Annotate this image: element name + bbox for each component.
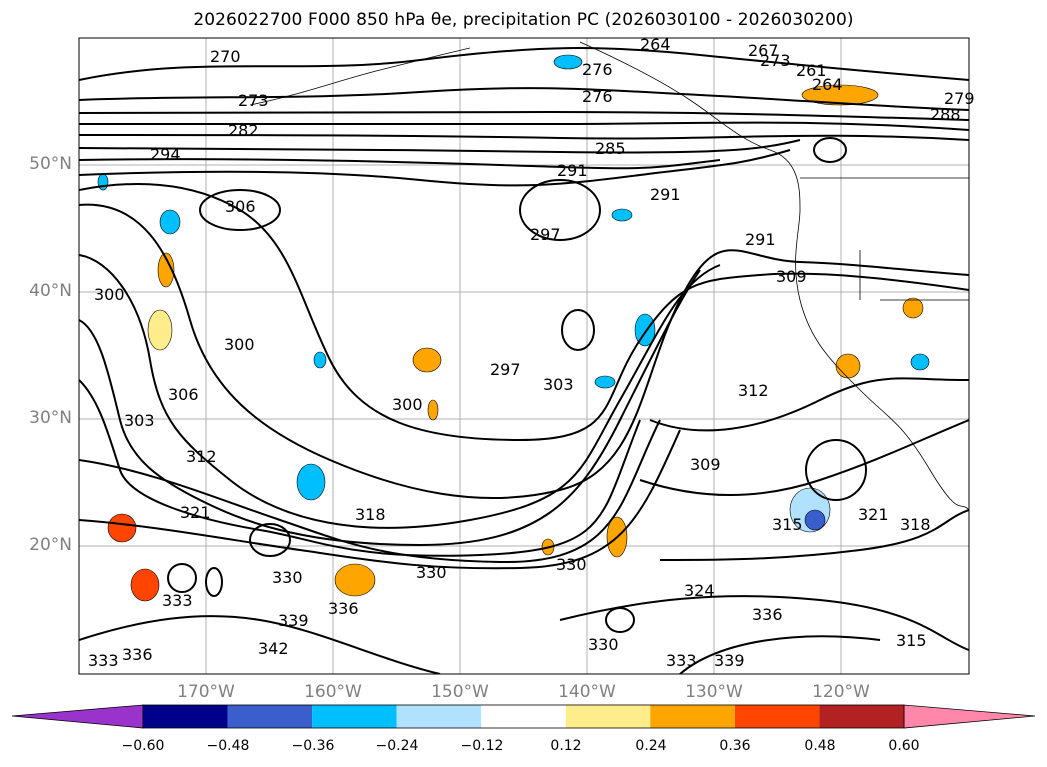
lon-label-160w: 160°W	[304, 682, 362, 702]
contour-label: 273	[760, 51, 791, 70]
contour-label: 342	[258, 639, 289, 658]
plot-frame	[78, 37, 970, 675]
contour-label: 321	[858, 505, 889, 524]
colorbar-tick-label: −0.12	[460, 738, 504, 754]
colorbar-tick-label: −0.24	[375, 738, 419, 754]
contour-label: 297	[530, 225, 561, 244]
contour-label: 324	[684, 581, 715, 600]
contour-label: 264	[640, 35, 671, 54]
colorbar-low-extension	[11, 704, 144, 729]
gridlines	[79, 38, 969, 674]
colorbar-tick-label: 0.12	[550, 738, 582, 754]
contour-label: 315	[896, 631, 927, 650]
contour-label: 300	[224, 335, 255, 354]
colorbar-segment	[819, 705, 904, 728]
map-title: 2026022700 F000 850 hPa θe, precipitatio…	[193, 10, 854, 30]
colorbar-frame	[142, 704, 905, 729]
map-plot-area	[79, 38, 969, 674]
colorbar-tick-label: 0.60	[888, 738, 920, 754]
colorbar-tick-label: −0.60	[121, 738, 165, 754]
colorbar-tick-label: 0.48	[804, 738, 836, 754]
contour-label: 336	[328, 599, 359, 618]
contour-label: 291	[650, 185, 681, 204]
contour-label: 300	[94, 285, 125, 304]
colorbar-segment	[734, 705, 820, 728]
contour-label: 261	[796, 61, 827, 80]
contour-label: 333	[162, 591, 193, 610]
coastlines	[249, 41, 969, 511]
contour-label: 339	[278, 611, 309, 630]
colorbar-segment	[312, 705, 397, 728]
contour-label: 276	[582, 87, 613, 106]
colorbar-tick-label: 0.24	[635, 738, 667, 754]
contour-label: 306	[225, 197, 256, 216]
contour-label: 309	[776, 267, 807, 286]
lat-label-30n: 30°N	[29, 408, 72, 428]
lat-label-50n: 50°N	[29, 154, 72, 174]
colorbar-tick-label: −0.48	[206, 738, 250, 754]
contour-label: 333	[666, 651, 697, 670]
lat-label-40n: 40°N	[29, 281, 72, 301]
contour-label: 303	[543, 375, 574, 394]
contour-label: 267	[748, 41, 779, 60]
contour-label: 300	[392, 395, 423, 414]
lon-label-120w: 120°W	[812, 682, 870, 702]
contour-label: 279	[944, 89, 975, 108]
colorbar-segment	[227, 705, 313, 728]
lat-label-20n: 20°N	[29, 535, 72, 555]
colorbar-segment	[650, 705, 735, 728]
contour-label: 312	[186, 447, 217, 466]
contour-label: 336	[752, 605, 783, 624]
colorbar-segment	[396, 705, 482, 728]
contour-label: 282	[228, 121, 259, 140]
contour-label: 309	[690, 455, 721, 474]
contour-label: 312	[738, 381, 769, 400]
colorbar-segment	[481, 705, 566, 728]
contour-label: 285	[595, 139, 626, 158]
contour-label: 303	[124, 411, 155, 430]
contour-label: 339	[714, 651, 745, 670]
contour-label: 276	[582, 60, 613, 79]
contour-label: 273	[238, 91, 269, 110]
contour-label: 288	[930, 105, 961, 124]
contour-label: 318	[900, 515, 931, 534]
lon-label-140w: 140°W	[558, 682, 616, 702]
contour-label: 336	[122, 645, 153, 664]
contour-label: 330	[272, 568, 303, 587]
contour-label: 315	[772, 515, 803, 534]
colorbar-high-extension	[903, 704, 1036, 729]
contour-label: 291	[557, 161, 588, 180]
contour-label: 306	[168, 385, 199, 404]
contour-label: 321	[180, 503, 211, 522]
lon-label-150w: 150°W	[431, 682, 489, 702]
contour-label-group: 270 273 276 276 282 285 288 291 291 291 …	[88, 35, 975, 670]
contour-label: 294	[150, 145, 181, 164]
contour-label: 270	[210, 47, 241, 66]
colorbar-segment	[565, 705, 651, 728]
lon-label-130w: 130°W	[685, 682, 743, 702]
contour-label: 264	[812, 75, 843, 94]
contour-label: 318	[355, 505, 386, 524]
theta-e-contours	[79, 47, 969, 674]
lon-label-170w: 170°W	[177, 682, 235, 702]
contour-label: 291	[745, 230, 776, 249]
contour-label: 297	[490, 360, 521, 379]
contour-label: 333	[88, 651, 119, 670]
colorbar-tick-label: −0.36	[291, 738, 335, 754]
colorbar	[11, 704, 1036, 729]
contour-label: 330	[588, 635, 619, 654]
contour-label: 330	[416, 563, 447, 582]
contour-label: 330	[556, 555, 587, 574]
colorbar-segment	[143, 705, 228, 728]
colorbar-tick-label: 0.36	[719, 738, 751, 754]
